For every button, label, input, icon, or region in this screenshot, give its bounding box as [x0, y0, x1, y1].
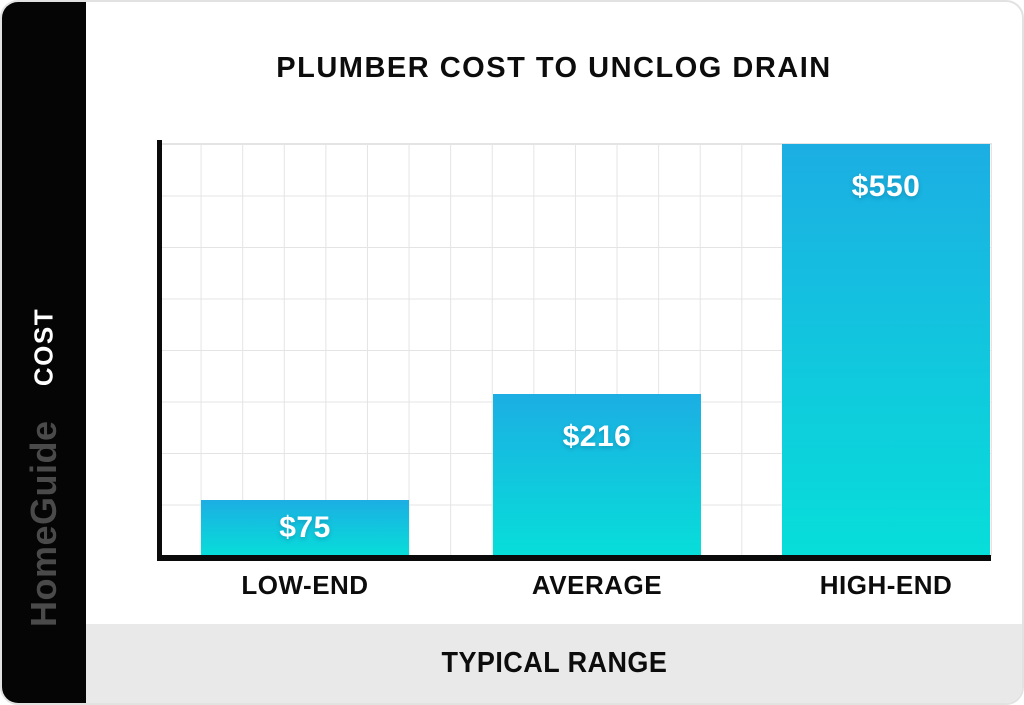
category-label: LOW-END [241, 570, 369, 600]
bar-value-label: $216 [562, 420, 632, 453]
plot-area: $75 $216 $550 [159, 143, 992, 556]
category-label: AVERAGE [531, 570, 663, 600]
chart-title: PLUMBER COST TO UNCLOG DRAIN [276, 52, 832, 84]
bar: $216 [493, 394, 701, 556]
category-axis: LOW-END AVERAGE HIGH-END [159, 570, 991, 604]
x-axis-title: TYPICAL RANGE [441, 647, 667, 679]
y-axis-line [157, 140, 162, 561]
category-label: HIGH-END [819, 570, 953, 600]
bar-value-label: $75 [279, 511, 331, 544]
bar: $75 [201, 500, 409, 556]
brand-watermark: HomeGuide [23, 420, 65, 627]
x-axis-title-band: TYPICAL RANGE [86, 624, 1022, 703]
y-axis-label: COST [28, 307, 59, 387]
bar: $550 [782, 144, 990, 556]
left-sidebar [2, 2, 86, 703]
bar-value-label: $550 [851, 170, 921, 203]
x-axis-line [157, 555, 991, 561]
